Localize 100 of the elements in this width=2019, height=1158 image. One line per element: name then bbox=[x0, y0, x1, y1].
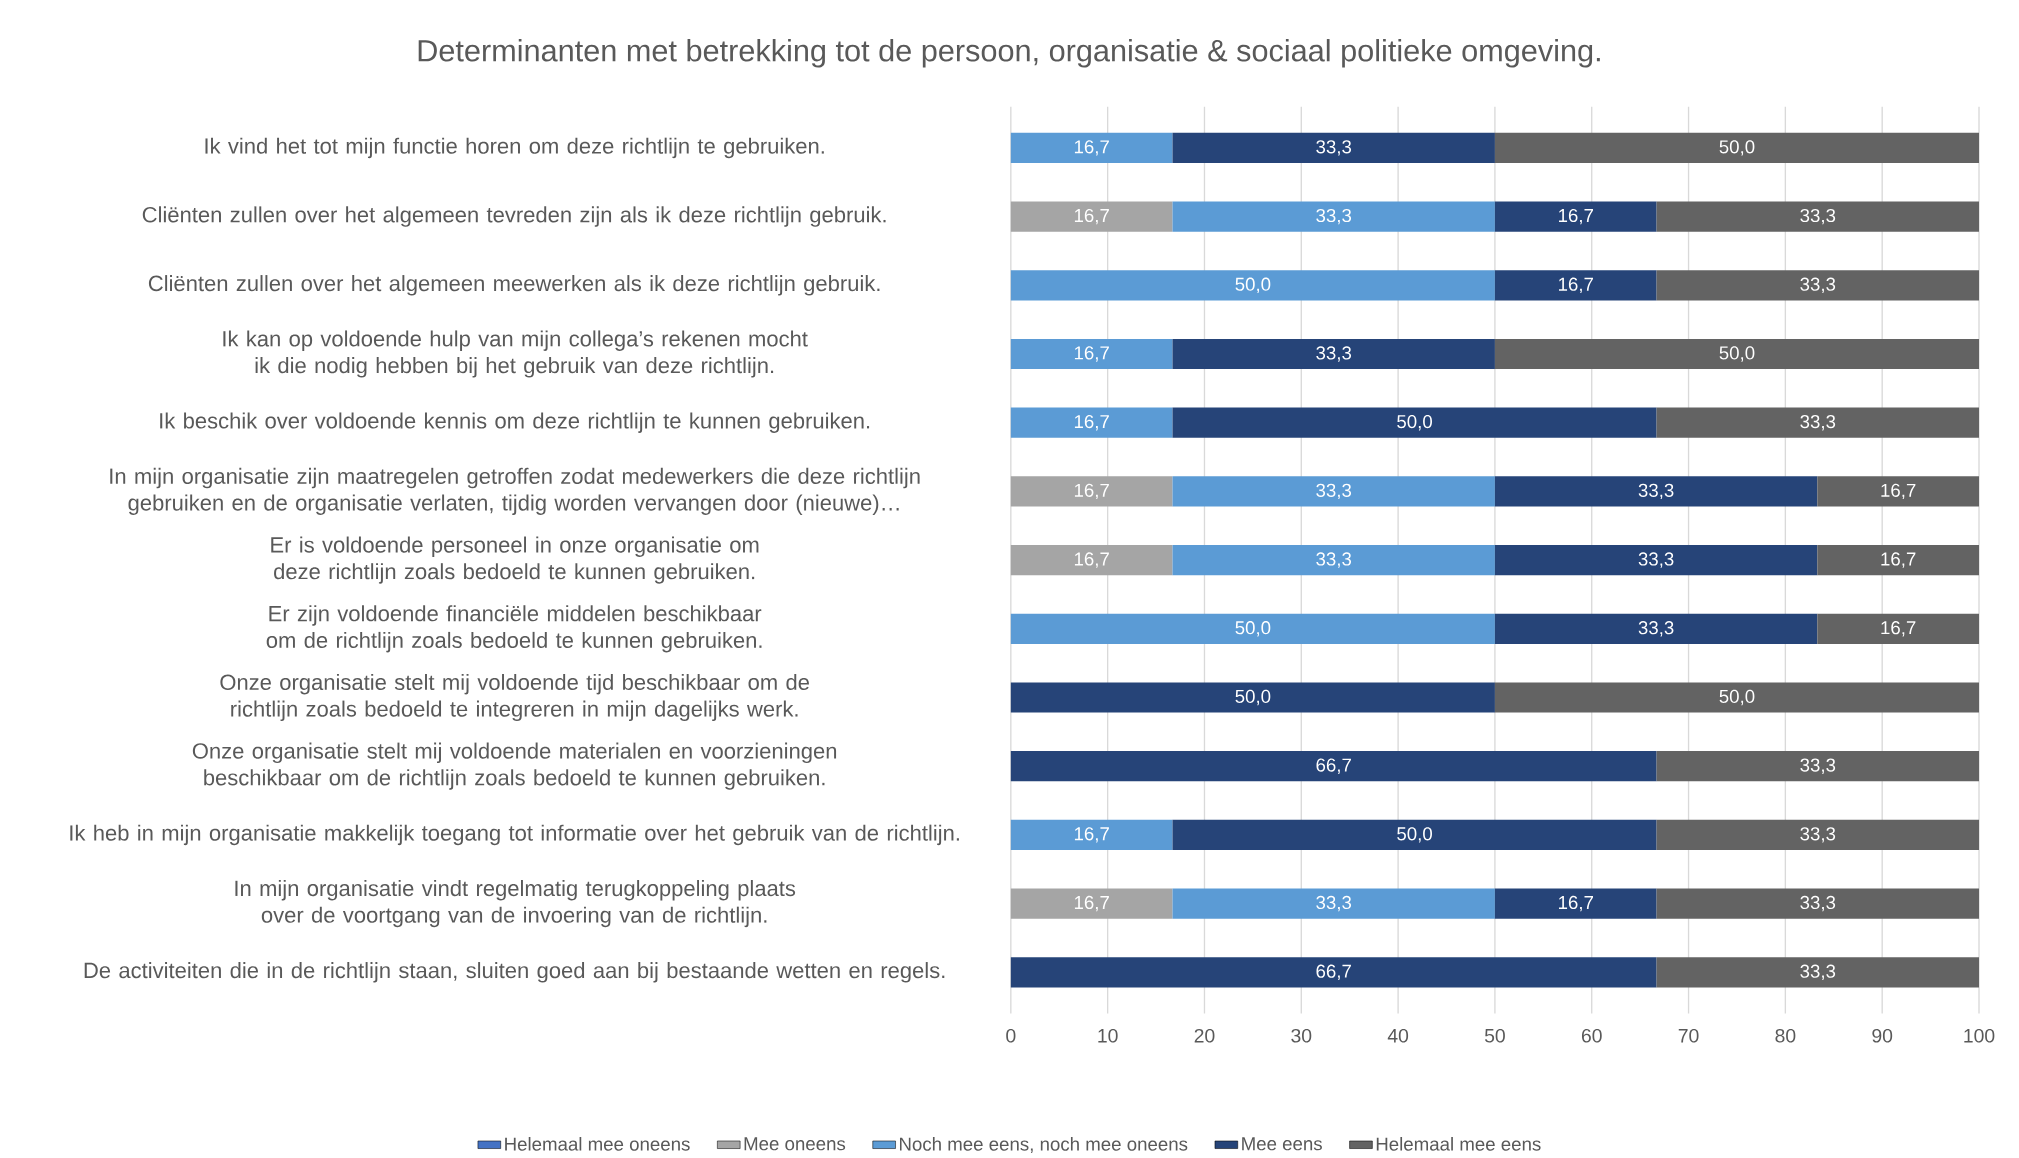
legend-label: Mee oneens bbox=[744, 1137, 846, 1151]
data-label: 33,3 bbox=[1800, 827, 1836, 843]
bar bbox=[1494, 270, 1657, 301]
x-tick-label: 0 bbox=[1006, 1029, 1016, 1043]
data-label: 33,3 bbox=[1800, 277, 1836, 294]
bar bbox=[1172, 407, 1657, 439]
data-label: 50,0 bbox=[1397, 415, 1432, 431]
x-tick-label: 20 bbox=[1194, 1029, 1215, 1043]
bar bbox=[1817, 613, 1979, 645]
data-label: 33,3 bbox=[1800, 758, 1836, 775]
bar bbox=[1172, 476, 1495, 507]
data-label: 16,7 bbox=[1881, 621, 1916, 637]
bar bbox=[1494, 613, 1818, 645]
bar bbox=[1010, 407, 1173, 439]
data-label: 16,7 bbox=[1074, 827, 1109, 843]
y-tick-label: Onze organisatie stelt mij voldoende tijd beschikbaar om de richtlijn zoals bedoeld te integreren in mijn dagelijks werk. bbox=[220, 674, 809, 722]
bar bbox=[1010, 682, 1495, 713]
y-tick-label: Ik heb in mijn organisatie makkelijk toegang tot informatie over het gebruik van de richtlijn. bbox=[70, 824, 959, 846]
data-label: 50,0 bbox=[1719, 690, 1755, 706]
bar bbox=[1172, 339, 1495, 370]
x-tick-label: 100 bbox=[1964, 1029, 1995, 1043]
bar bbox=[1172, 820, 1657, 851]
data-label: 16,7 bbox=[1074, 140, 1109, 156]
bar bbox=[1172, 201, 1495, 232]
data-label: 16,7 bbox=[1074, 483, 1109, 500]
y-tick-label: Cliënten zullen over het algemeen meewerken als ik deze richtlijn gebruik. bbox=[148, 275, 880, 296]
data-label: 33,3 bbox=[1638, 483, 1674, 500]
data-label: 33,3 bbox=[1316, 346, 1352, 362]
bar bbox=[1010, 339, 1173, 370]
bar bbox=[1817, 476, 1979, 507]
data-label: 33,3 bbox=[1316, 896, 1352, 912]
data-label: 16,7 bbox=[1074, 896, 1109, 912]
y-tick-label: Er zijn voldoende financiële middelen beschikbaar om de richtlijn zoals bedoeld te kunnen gebruiken. bbox=[266, 605, 762, 653]
x-tick-label: 60 bbox=[1581, 1029, 1602, 1043]
bar bbox=[1010, 476, 1173, 507]
bar bbox=[1172, 888, 1495, 919]
data-label: 16,7 bbox=[1559, 896, 1593, 912]
legend-label: Mee eens bbox=[1242, 1137, 1322, 1151]
data-label: 16,7 bbox=[1559, 277, 1593, 294]
chart-title: Determinanten met betrekking tot de persoon, organisatie & sociaal politieke omgeving. bbox=[418, 39, 1600, 68]
data-label: 33,3 bbox=[1638, 552, 1674, 569]
data-label: 50,0 bbox=[1235, 621, 1271, 637]
bar bbox=[1656, 407, 1979, 439]
y-tick-label: In mijn organisatie zijn maatregelen getroffen zodat medewerkers die deze richtlijn gebruiken en de organisatie verlaten, tijdig worden vervangen door (nieuwe)… bbox=[110, 468, 920, 516]
bar bbox=[1656, 201, 1979, 232]
y-tick-label: Er is voldoende personeel in onze organisatie om deze richtlijn zoals bedoeld te kunnen gebruiken. bbox=[271, 536, 759, 584]
data-label: 33,3 bbox=[1316, 552, 1352, 569]
bar bbox=[1172, 133, 1495, 164]
data-label: 16,7 bbox=[1074, 209, 1109, 225]
y-tick-label: In mijn organisatie vindt regelmatig terugkoppeling plaats over de voortgang van de invoering van de richtlijn. bbox=[235, 880, 796, 928]
bar bbox=[1010, 820, 1173, 851]
data-label: 16,7 bbox=[1074, 552, 1109, 569]
bar bbox=[1010, 613, 1495, 645]
bar bbox=[1010, 751, 1657, 782]
data-label: 33,3 bbox=[1638, 621, 1674, 637]
y-tick-label: Ik kan op voldoende hulp van mijn collega’s rekenen mocht ik die nodig hebben bij het gebruik van deze richtlijn. bbox=[223, 330, 808, 378]
bar bbox=[1656, 957, 1979, 988]
data-label: 33,3 bbox=[1800, 415, 1836, 431]
data-label: 16,7 bbox=[1074, 415, 1109, 431]
x-tick-label: 80 bbox=[1775, 1029, 1796, 1043]
y-tick-label: Cliënten zullen over het algemeen tevreden zijn als ik deze richtlijn gebruik. bbox=[142, 206, 886, 228]
bar bbox=[1494, 201, 1657, 232]
x-tick-label: 30 bbox=[1291, 1029, 1312, 1043]
bar bbox=[1656, 820, 1979, 851]
data-label: 50,0 bbox=[1397, 827, 1432, 843]
data-label: 66,7 bbox=[1316, 964, 1351, 981]
data-label: 33,3 bbox=[1800, 209, 1836, 225]
bar bbox=[1010, 270, 1495, 301]
bar bbox=[1494, 545, 1818, 576]
x-tick-label: 90 bbox=[1872, 1029, 1893, 1043]
data-label: 33,3 bbox=[1316, 140, 1352, 156]
x-tick-label: 10 bbox=[1098, 1029, 1118, 1043]
bar bbox=[1494, 682, 1979, 713]
legend-label: Noch mee eens, noch mee oneens bbox=[899, 1137, 1188, 1154]
legend-label: Helemaal mee oneens bbox=[505, 1137, 690, 1151]
bar bbox=[1656, 270, 1979, 301]
bar bbox=[1817, 545, 1979, 576]
x-tick-label: 70 bbox=[1678, 1029, 1699, 1043]
bar bbox=[1494, 339, 1979, 370]
bar bbox=[1010, 957, 1657, 988]
data-label: 16,7 bbox=[1881, 552, 1916, 569]
y-tick-label: De activiteiten die in de richtlijn staan, sluiten goed aan bij bestaande wetten en regels. bbox=[84, 962, 945, 983]
data-label: 50,0 bbox=[1235, 277, 1271, 294]
bar bbox=[1494, 133, 1979, 164]
x-tick-label: 40 bbox=[1387, 1029, 1409, 1043]
data-label: 50,0 bbox=[1719, 140, 1755, 156]
data-label: 66,7 bbox=[1316, 758, 1351, 775]
data-label: 50,0 bbox=[1719, 346, 1755, 362]
data-label: 33,3 bbox=[1800, 896, 1836, 912]
y-tick-label: Ik beschik over voldoende kennis om deze richtlijn te kunnen gebruiken. bbox=[160, 412, 870, 434]
bar bbox=[1494, 888, 1657, 919]
data-label: 50,0 bbox=[1235, 690, 1271, 706]
bar bbox=[1494, 476, 1818, 507]
bar bbox=[1656, 888, 1979, 919]
bar bbox=[1172, 545, 1495, 576]
bar bbox=[1656, 751, 1979, 782]
y-tick-label: Onze organisatie stelt mij voldoende materialen en voorzieningen beschikbaar om de richtlijn zoals bedoeld te kunnen gebruiken. bbox=[192, 742, 837, 791]
bar bbox=[1010, 133, 1173, 164]
x-tick-label: 50 bbox=[1484, 1029, 1505, 1043]
y-tick-label: Ik vind het tot mijn functie horen om deze richtlijn te gebruiken. bbox=[205, 137, 824, 159]
